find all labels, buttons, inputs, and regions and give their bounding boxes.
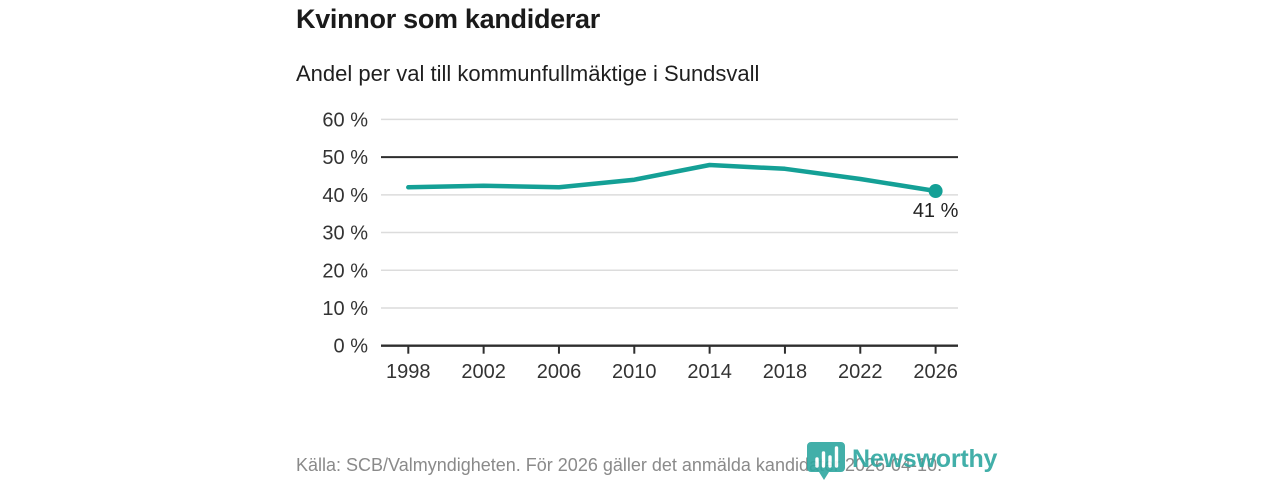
bar-chart-pin-icon xyxy=(807,442,845,480)
y-tick-label: 0 % xyxy=(334,336,369,358)
newsworthy-wordmark: Newsworthy xyxy=(852,445,998,473)
y-tick-label: 50 % xyxy=(322,147,368,169)
x-tick-label: 2014 xyxy=(687,361,732,383)
x-tick-label: 2022 xyxy=(838,361,883,383)
x-tick-label: 2026 xyxy=(913,361,958,383)
y-tick-label: 60 % xyxy=(322,109,368,131)
source-note: Källa: SCB/Valmyndigheten. För 2026 gäll… xyxy=(296,455,943,475)
y-tick-label: 10 % xyxy=(322,298,368,320)
y-tick-label: 40 % xyxy=(322,185,368,207)
x-tick-label: 2018 xyxy=(763,361,808,383)
end-value-label: 41 % xyxy=(913,200,959,222)
line-chart: 0 % 10 % 20 % 30 % 40 % 50 % 60 % 1998 2002 2006 2… xyxy=(322,109,959,383)
x-tick-label: 2006 xyxy=(537,361,582,383)
x-tick-label: 1998 xyxy=(386,361,431,383)
x-tick-label: 2002 xyxy=(461,361,506,383)
newsworthy-logo: Newsworthy xyxy=(806,439,997,480)
y-tick-label: 30 % xyxy=(322,223,368,245)
y-tick-label: 20 % xyxy=(322,260,368,282)
chart-title: Kvinnor som kandiderar xyxy=(296,4,600,34)
x-tick-label: 2010 xyxy=(612,361,657,383)
end-point-marker xyxy=(928,184,943,199)
trend-line xyxy=(406,162,938,194)
chart-subtitle: Andel per val till kommunfullmäktige i S… xyxy=(296,61,760,86)
